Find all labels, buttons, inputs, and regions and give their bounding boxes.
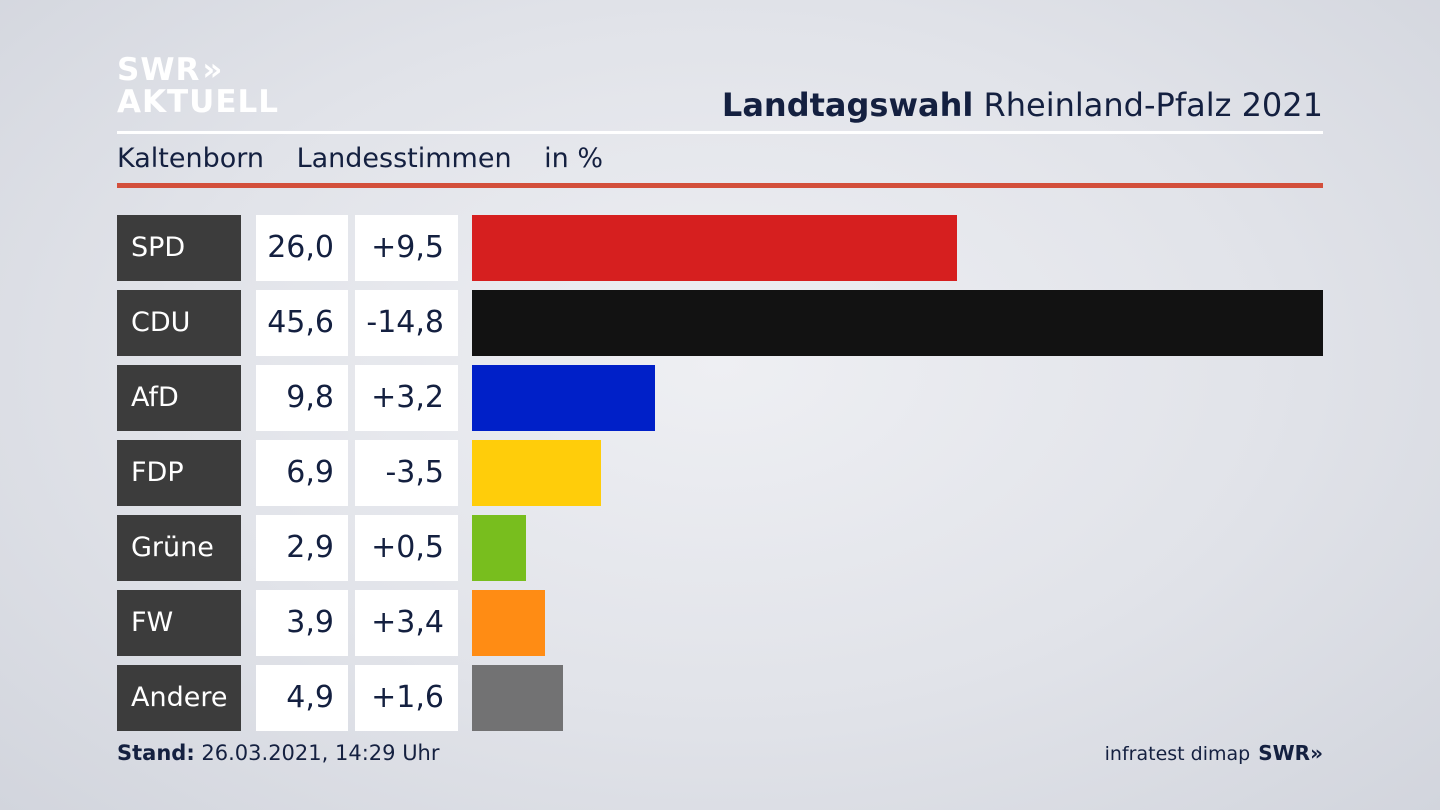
party-label: CDU — [117, 290, 241, 356]
bar-fw — [472, 590, 545, 656]
timestamp: Stand: 26.03.2021, 14:29 Uhr — [117, 741, 440, 765]
bar-afd — [472, 365, 655, 431]
stand-label: Stand: — [117, 741, 195, 765]
change-label: -14,8 — [355, 290, 458, 356]
swr-aktuell-logo: SWR» AKTUELL — [117, 54, 279, 118]
subtitle-type: Landesstimmen — [296, 143, 512, 174]
change-label: -3,5 — [355, 440, 458, 506]
vote-share-label: 4,9 — [256, 665, 348, 731]
source-credit: infratest dimap SWR» — [1105, 741, 1323, 765]
logo-arrows-icon: » — [202, 52, 222, 88]
party-label: AfD — [117, 365, 241, 431]
result-row: AfD 9,8 +3,2 — [117, 365, 1323, 431]
party-label: FDP — [117, 440, 241, 506]
change-label: +3,4 — [355, 590, 458, 656]
vote-share-label: 3,9 — [256, 590, 348, 656]
bar-fdp — [472, 440, 601, 506]
stand-value: 26.03.2021, 14:29 Uhr — [201, 741, 440, 765]
source-label: infratest dimap — [1104, 743, 1251, 765]
title-bold: Landtagswahl — [721, 86, 974, 124]
bar-andere — [472, 665, 563, 731]
party-label: Grüne — [117, 515, 241, 581]
vote-share-label: 45,6 — [256, 290, 348, 356]
party-label: Andere — [117, 665, 241, 731]
header-divider — [117, 131, 1323, 134]
result-row: SPD 26,0 +9,5 — [117, 215, 1323, 281]
vote-share-label: 2,9 — [256, 515, 348, 581]
result-row: Grüne 2,9 +0,5 — [117, 515, 1323, 581]
change-label: +1,6 — [355, 665, 458, 731]
swr-arrows-icon: » — [1310, 741, 1323, 765]
bar-spd — [472, 215, 957, 281]
vote-share-label: 9,8 — [256, 365, 348, 431]
bar-grüne — [472, 515, 526, 581]
vote-share-label: 26,0 — [256, 215, 348, 281]
swr-brand-text: SWR — [1258, 741, 1311, 765]
logo-aktuell-text: AKTUELL — [117, 84, 280, 120]
change-label: +0,5 — [355, 515, 458, 581]
party-label: FW — [117, 590, 241, 656]
change-label: +3,2 — [355, 365, 458, 431]
change-label: +9,5 — [355, 215, 458, 281]
vote-share-label: 6,9 — [256, 440, 348, 506]
subtitle-place: Kaltenborn — [117, 143, 264, 174]
party-label: SPD — [117, 215, 241, 281]
swr-brand: SWR» — [1258, 741, 1323, 765]
result-row: FW 3,9 +3,4 — [117, 590, 1323, 656]
chart-title: Landtagswahl Rheinland-Pfalz 2021 — [722, 86, 1323, 124]
subtitle-unit: in % — [544, 143, 604, 174]
subtitle-divider — [117, 183, 1323, 188]
title-rest: Rheinland-Pfalz 2021 — [983, 86, 1323, 124]
bar-cdu — [472, 290, 1323, 356]
chart-subtitle: Kaltenborn Landesstimmen in % — [117, 143, 627, 174]
result-row: FDP 6,9 -3,5 — [117, 440, 1323, 506]
logo-swr-text: SWR — [117, 52, 201, 88]
result-row: CDU 45,6 -14,8 — [117, 290, 1323, 356]
result-row: Andere 4,9 +1,6 — [117, 665, 1323, 731]
